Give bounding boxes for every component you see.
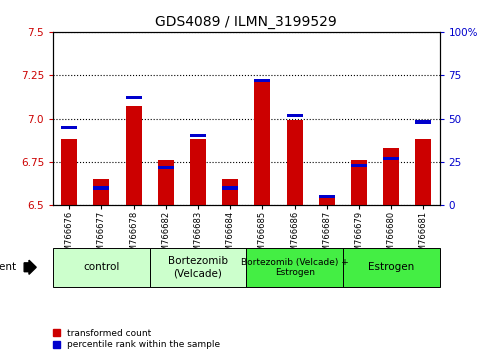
Text: control: control <box>83 262 120 272</box>
Text: Bortezomib
(Velcade): Bortezomib (Velcade) <box>168 256 228 278</box>
Bar <box>319 195 335 205</box>
Bar <box>126 96 142 99</box>
Bar <box>93 179 110 205</box>
Bar <box>319 195 335 198</box>
Bar <box>383 157 399 160</box>
Title: GDS4089 / ILMN_3199529: GDS4089 / ILMN_3199529 <box>156 16 337 29</box>
Bar <box>61 126 77 129</box>
Bar <box>190 135 206 137</box>
Bar <box>255 80 270 205</box>
Legend: transformed count, percentile rank within the sample: transformed count, percentile rank withi… <box>53 329 220 349</box>
Bar <box>93 187 110 189</box>
Bar <box>158 160 174 205</box>
Bar <box>383 148 399 205</box>
Bar <box>222 179 238 205</box>
Bar <box>61 139 77 205</box>
Bar <box>351 164 367 167</box>
Bar <box>190 139 206 205</box>
Bar <box>286 120 303 205</box>
Bar <box>158 166 174 169</box>
Bar <box>286 114 303 117</box>
Text: Estrogen: Estrogen <box>368 262 414 272</box>
Bar <box>415 120 431 124</box>
Bar <box>255 79 270 82</box>
Text: agent: agent <box>0 262 17 272</box>
Bar <box>222 187 238 189</box>
Bar <box>126 107 142 205</box>
Bar <box>351 160 367 205</box>
Text: Bortezomib (Velcade) +
Estrogen: Bortezomib (Velcade) + Estrogen <box>241 258 349 277</box>
Bar <box>415 139 431 205</box>
